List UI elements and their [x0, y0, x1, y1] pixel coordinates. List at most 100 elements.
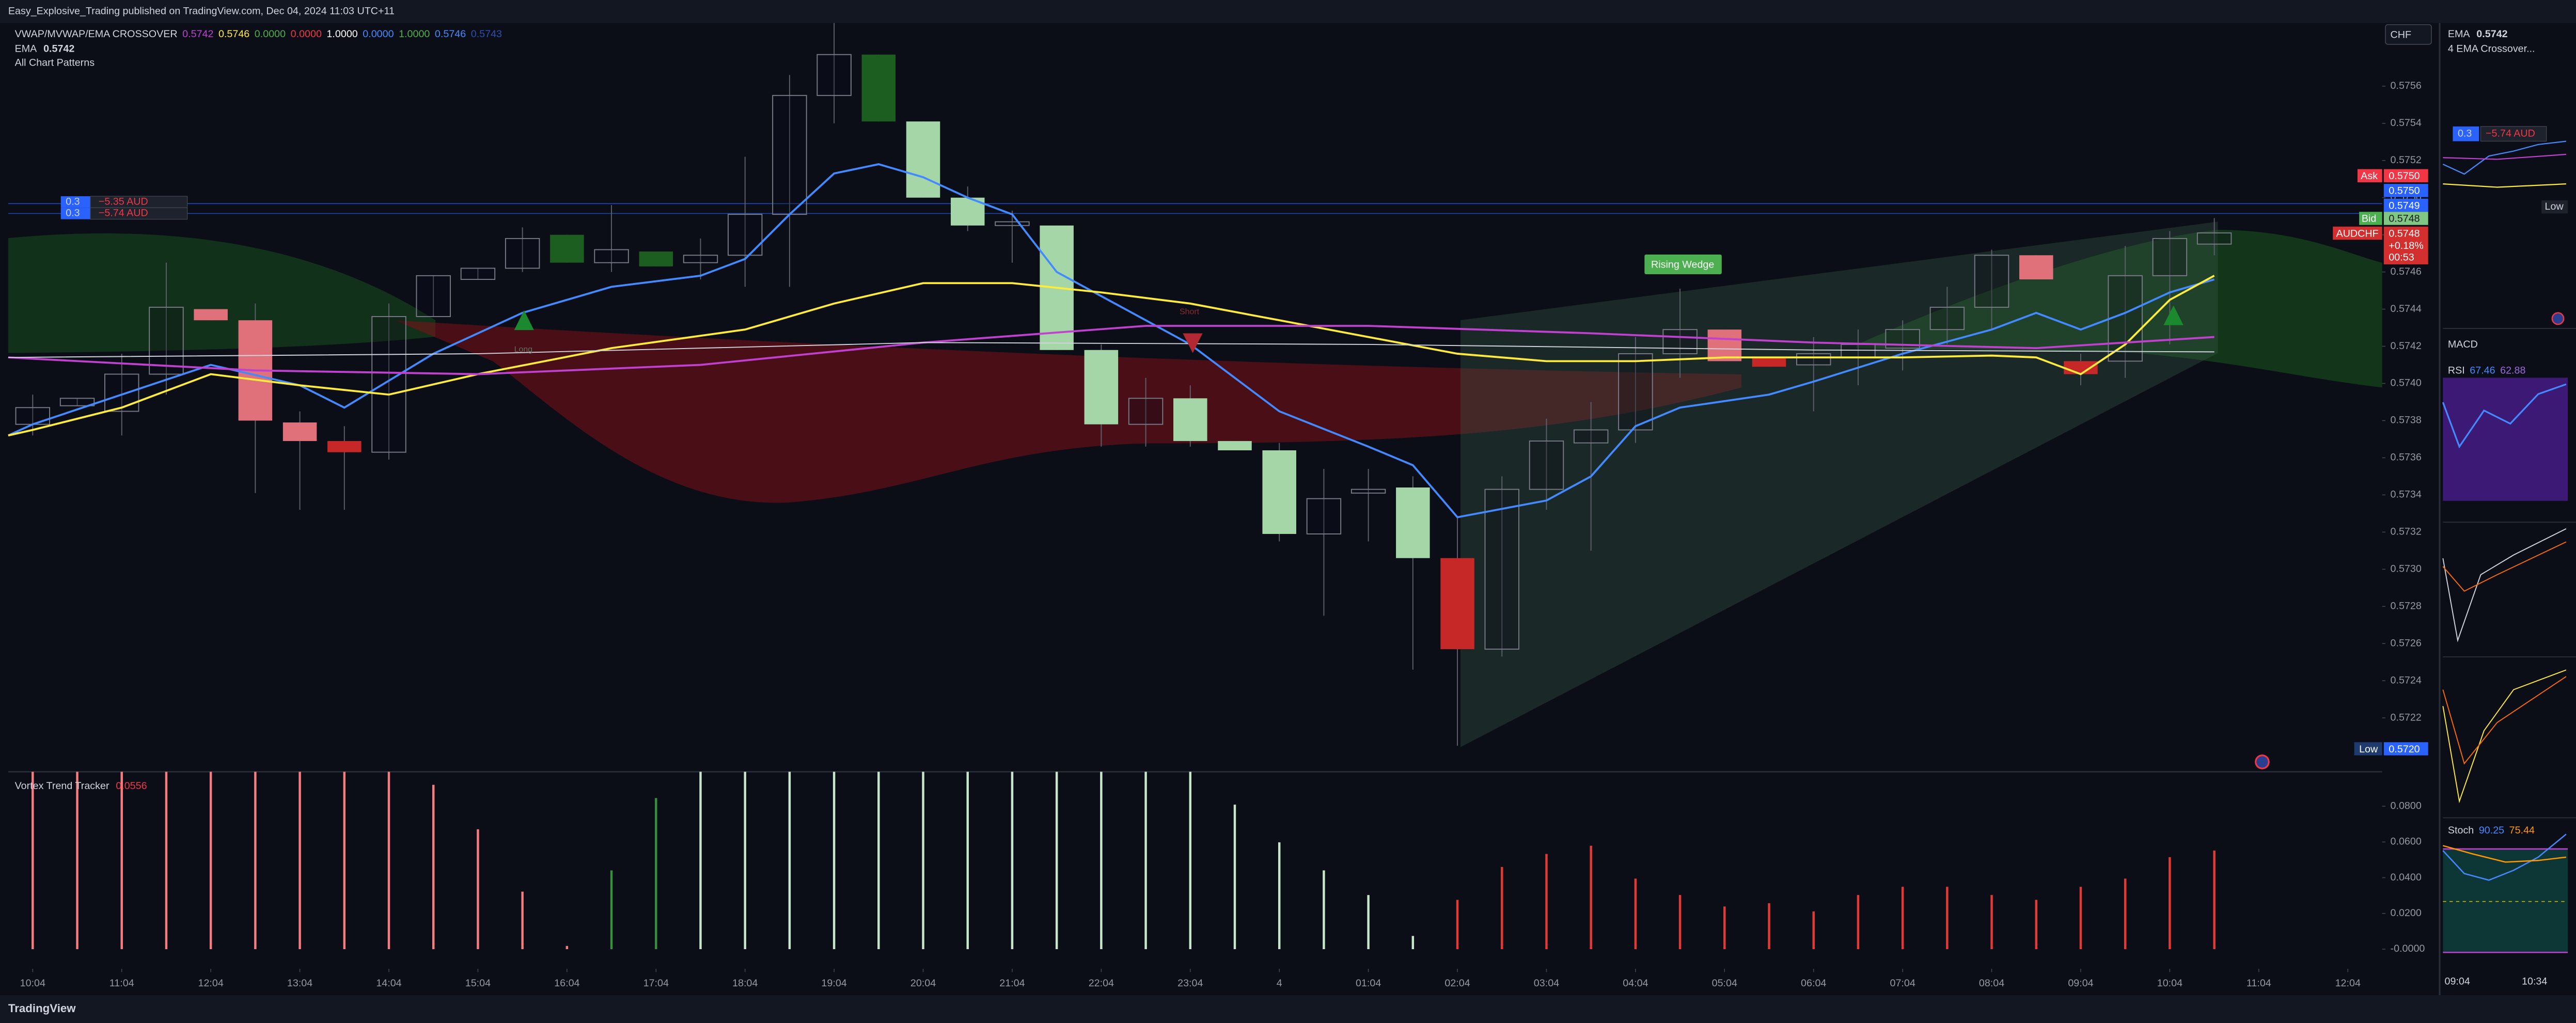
y-tick-label: 0.5752	[2391, 154, 2422, 166]
side-rsi-label: RSI	[2448, 365, 2465, 376]
x-tick-label: 18:04	[732, 978, 758, 989]
x-tick-label: 11:04	[109, 978, 134, 989]
histogram-bar	[2169, 857, 2171, 950]
indicator-value: 0.5742	[182, 28, 213, 40]
footer-logo: TradingView	[8, 1002, 76, 1015]
order-qty: 0.3	[66, 208, 80, 219]
y-tick-label: 0.0600	[2391, 836, 2422, 847]
histogram-bar	[566, 946, 569, 950]
x-tick-label: 12:04	[198, 978, 224, 989]
x-tick-label: 22:04	[1089, 978, 1114, 989]
y-tick-label: 0.5732	[2391, 526, 2422, 538]
side-pnl-box	[2480, 126, 2547, 142]
candle-body	[1262, 450, 1296, 534]
histogram-bar	[1100, 772, 1103, 950]
pattern-box	[1644, 254, 1722, 275]
candle-body	[683, 255, 718, 263]
long-label: Long	[514, 345, 532, 354]
candle-body	[2064, 361, 2098, 374]
side-stoch-label: Stoch	[2448, 825, 2474, 836]
side-line	[2442, 676, 2567, 765]
histogram-bar	[2079, 887, 2082, 950]
side-line	[2442, 669, 2567, 804]
symbol-box	[2383, 226, 2428, 264]
ask-value: 0.5750	[2389, 170, 2420, 182]
long-marker	[514, 310, 534, 330]
side-line	[2443, 183, 2566, 188]
x-tick-label: 08:04	[1979, 978, 2004, 989]
candle-body	[1752, 357, 1786, 367]
low-value: 0.5720	[2389, 744, 2420, 755]
histogram-bar	[1723, 906, 1726, 950]
candle-body	[1929, 307, 1965, 330]
vortex-title: Vortex Trend Tracker	[15, 780, 109, 792]
histogram-bar	[1411, 936, 1415, 950]
y-tick-label: 0.5746	[2391, 266, 2422, 277]
candle-body	[1707, 329, 1742, 361]
histogram-bar	[788, 772, 791, 950]
x-tick-label: 13:04	[287, 978, 312, 989]
side-ema-label: EMA	[2448, 28, 2471, 40]
candle-body	[1084, 350, 1119, 424]
order-qty-box	[60, 196, 90, 208]
x-tick-label: 17:04	[643, 978, 669, 989]
x-tick-label: 12:04	[2335, 978, 2361, 989]
side-crossover: 4 EMA Crossover...	[2448, 43, 2535, 55]
histogram-bar	[1812, 911, 1815, 950]
side-rsi-value: 67.46	[2470, 365, 2495, 376]
side-time: 09:04	[2445, 976, 2470, 987]
histogram-bar	[299, 772, 301, 950]
candle-body	[1173, 398, 1207, 442]
order-pnl-box	[90, 207, 188, 220]
ema-legend: EMA 0.5742	[15, 43, 75, 55]
histogram-bar	[343, 772, 346, 950]
histogram-bar	[1278, 842, 1281, 950]
histogram-bar	[1946, 887, 1949, 950]
histogram-bar	[254, 772, 257, 950]
marks: 0.5722 0.5724 0.5726 0.5728 0.5730 0.5732 0.57…	[8, 23, 2425, 989]
candle-body	[816, 54, 852, 96]
histogram-bar	[877, 772, 880, 950]
overlay: Easy_Explosive_Trading published on Trad…	[8, 5, 2576, 1015]
patterns: All Chart Patterns	[15, 57, 95, 69]
side-rsi: RSI 67.46 62.88	[2448, 365, 2526, 376]
candle-body	[460, 267, 496, 280]
y-tick-label: 0.5740	[2391, 377, 2422, 389]
indicator-name: VWAP/MVWAP/EMA CROSSOVER	[15, 28, 178, 40]
side-qty-box	[2453, 126, 2479, 141]
level-value: 0.5749	[2389, 200, 2420, 211]
y-tick-label: 0.5756	[2391, 80, 2422, 91]
candle-body	[1573, 429, 1609, 444]
y-tick-label: 0.5744	[2391, 303, 2422, 314]
side-macd: MACD	[2448, 339, 2478, 350]
indicator-line	[8, 275, 2215, 437]
candle-body	[1306, 498, 1342, 534]
y-tick-label: 0.5722	[2391, 712, 2422, 723]
histogram-bar	[1144, 772, 1147, 950]
side-line	[2442, 383, 2567, 449]
histogram-bar	[1501, 867, 1503, 950]
histogram-bar	[165, 772, 168, 950]
x-tick-label: 10:04	[2157, 978, 2182, 989]
histogram-bar	[966, 772, 969, 950]
histogram-bar	[387, 772, 390, 950]
histogram-bar	[2213, 851, 2216, 950]
indicator-value: 0.0000	[255, 28, 286, 40]
candle-body	[550, 234, 584, 263]
candle-body	[1796, 353, 1831, 366]
candle-body	[727, 214, 763, 256]
x-tick-label: 11:04	[2247, 978, 2271, 989]
side-line	[2442, 528, 2567, 642]
x-tick-label: 02:04	[1444, 978, 1470, 989]
candle-body	[505, 238, 540, 269]
histogram-bar	[1857, 895, 1860, 950]
side-ema: EMA 0.5742	[2448, 28, 2508, 40]
indicator-line	[8, 342, 2214, 358]
histogram-bar	[2124, 878, 2127, 950]
histogram-bar	[1011, 772, 1014, 950]
side-low: Low	[2545, 201, 2564, 212]
green-cloud	[8, 233, 435, 353]
indicator-legend: VWAP/MVWAP/EMA CROSSOVER 0.5742 0.5746 0.00…	[15, 28, 502, 40]
histogram-bar	[1545, 854, 1548, 950]
